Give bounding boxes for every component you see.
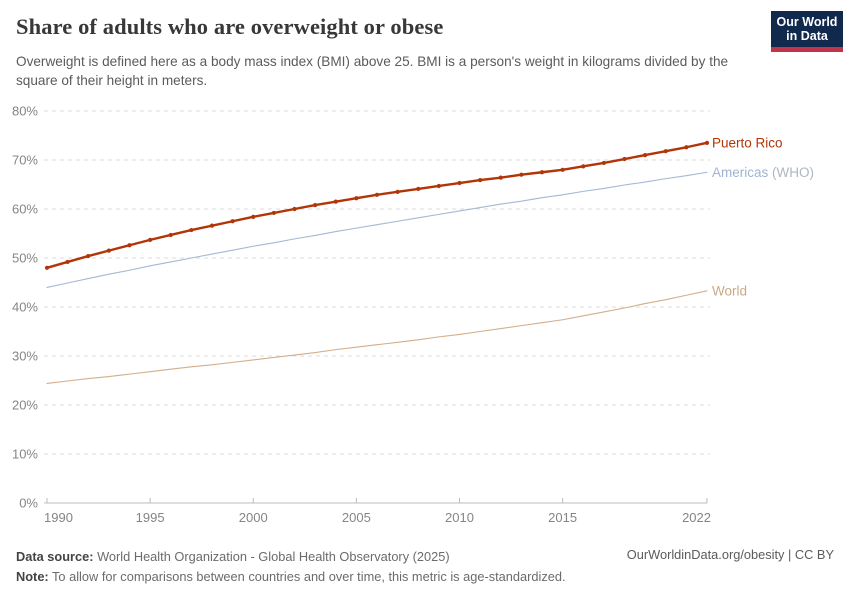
chart-footer: Data source: World Health Organization -… bbox=[16, 547, 656, 588]
y-axis-label-40: 40% bbox=[12, 300, 38, 315]
y-axis-label-10: 10% bbox=[12, 447, 38, 462]
series-marker-puerto-rico-1996 bbox=[168, 232, 173, 238]
owid-logo-line2: in Data bbox=[786, 29, 828, 43]
data-source-text: World Health Organization - Global Healt… bbox=[93, 549, 450, 564]
series-marker-puerto-rico-1994 bbox=[127, 243, 132, 248]
series-label-puerto-rico[interactable]: Puerto Rico bbox=[712, 135, 783, 150]
y-axis-label-0: 0% bbox=[19, 496, 38, 511]
attribution-link[interactable]: OurWorldinData.org/obesity | CC BY bbox=[626, 547, 834, 562]
series-marker-puerto-rico-1998 bbox=[209, 223, 215, 228]
x-axis-label-2010: 2010 bbox=[445, 510, 474, 525]
series-marker-puerto-rico-2010 bbox=[457, 180, 462, 186]
series-marker-puerto-rico-2003 bbox=[313, 202, 318, 208]
series-marker-puerto-rico-2011 bbox=[478, 177, 483, 183]
series-line-world[interactable] bbox=[46, 290, 708, 384]
series-marker-puerto-rico-2012 bbox=[498, 175, 503, 180]
chart-subtitle: Overweight is defined here as a body mas… bbox=[16, 54, 729, 89]
owid-logo[interactable]: Our World in Data bbox=[771, 11, 843, 52]
series-marker-puerto-rico-2000 bbox=[251, 214, 256, 219]
series-line-americas-who[interactable] bbox=[46, 171, 708, 288]
series-marker-puerto-rico-2002 bbox=[292, 206, 297, 212]
series-marker-puerto-rico-2016 bbox=[581, 164, 586, 169]
x-axis-label-1990: 1990 bbox=[44, 510, 73, 525]
x-axis-label-1995: 1995 bbox=[136, 510, 165, 525]
series-marker-puerto-rico-2015 bbox=[560, 167, 565, 172]
series-label-world[interactable]: World bbox=[712, 283, 747, 298]
series-marker-puerto-rico-2001 bbox=[271, 210, 276, 216]
x-axis-label-2000: 2000 bbox=[239, 510, 268, 525]
series-marker-puerto-rico-1997 bbox=[189, 227, 194, 233]
note-line: Note: To allow for comparisons between c… bbox=[16, 567, 656, 587]
series-marker-puerto-rico-1995 bbox=[148, 237, 153, 242]
series-marker-puerto-rico-2013 bbox=[519, 172, 524, 177]
owid-logo-line1: Our World bbox=[776, 14, 838, 29]
y-axis-label-60: 60% bbox=[12, 202, 38, 217]
series-marker-puerto-rico-2008 bbox=[416, 186, 421, 192]
series-marker-puerto-rico-1999 bbox=[230, 219, 235, 224]
series-marker-puerto-rico-1991 bbox=[65, 259, 70, 265]
page-title: Share of adults who are overweight or ob… bbox=[16, 14, 444, 39]
series-marker-puerto-rico-2017 bbox=[601, 160, 606, 166]
series-marker-puerto-rico-2020 bbox=[663, 149, 668, 154]
x-axis-label-2015: 2015 bbox=[548, 510, 577, 525]
data-source-label: Data source: bbox=[16, 549, 94, 564]
series-marker-puerto-rico-2021 bbox=[684, 145, 689, 150]
series-marker-puerto-rico-2004 bbox=[333, 199, 338, 204]
y-axis-label-70: 70% bbox=[12, 153, 38, 168]
series-line-puerto-rico[interactable] bbox=[45, 141, 709, 269]
series-label-americas-who[interactable]: Americas (WHO) bbox=[712, 165, 814, 180]
series-marker-puerto-rico-2014 bbox=[539, 170, 545, 175]
series-marker-puerto-rico-1993 bbox=[106, 248, 111, 253]
series-marker-puerto-rico-2019 bbox=[643, 153, 648, 158]
line-chart[interactable]: 0% 10% 20% 30% 40% 50% 60% 70% 80% 1990 1995 2000 20… bbox=[0, 0, 850, 540]
note-text: To allow for comparisons between countri… bbox=[48, 569, 566, 585]
x-axis-label-2022: 2022 bbox=[682, 510, 711, 525]
series-marker-puerto-rico-2005 bbox=[354, 196, 359, 201]
series-marker-puerto-rico-1992 bbox=[86, 253, 91, 259]
data-source-line: Data source: World Health Organization -… bbox=[16, 547, 656, 567]
series-marker-puerto-rico-2006 bbox=[374, 192, 380, 197]
series-marker-puerto-rico-2022 bbox=[704, 140, 710, 145]
note-label: Note: bbox=[16, 569, 49, 585]
y-axis-label-80: 80% bbox=[12, 104, 38, 119]
series-marker-puerto-rico-2009 bbox=[436, 183, 441, 189]
x-axis-label-2005: 2005 bbox=[342, 510, 371, 525]
series-marker-puerto-rico-2007 bbox=[395, 189, 400, 194]
y-axis-label-50: 50% bbox=[12, 251, 38, 266]
series-marker-puerto-rico-1990 bbox=[44, 265, 50, 270]
y-axis-label-30: 30% bbox=[12, 349, 38, 364]
y-axis-label-20: 20% bbox=[12, 398, 38, 413]
series-marker-puerto-rico-2018 bbox=[622, 156, 627, 162]
